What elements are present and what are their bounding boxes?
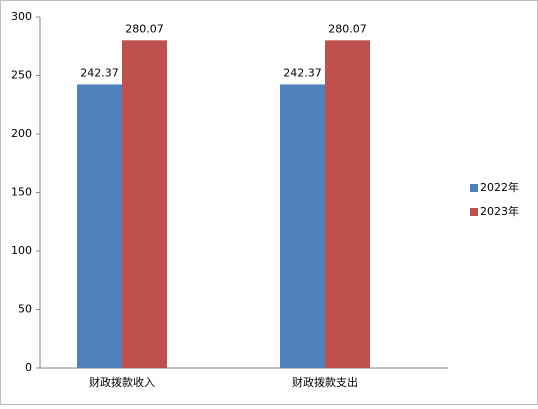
y-tick-label: 100 (11, 244, 32, 257)
legend-label: 2023年 (480, 204, 519, 218)
data-label: 280.07 (328, 22, 367, 35)
data-label: 242.37 (80, 66, 119, 79)
legend-label: 2022年 (480, 180, 519, 194)
y-tick-label: 50 (18, 303, 32, 316)
y-tick-label: 300 (11, 10, 32, 23)
bar (325, 40, 370, 368)
y-tick-label: 0 (25, 361, 32, 374)
bar (122, 40, 167, 368)
data-label: 242.37 (283, 66, 322, 79)
legend-swatch (470, 184, 478, 192)
y-tick-label: 150 (11, 186, 32, 199)
legend-swatch (470, 208, 478, 216)
bar (77, 84, 122, 369)
y-tick-label: 250 (11, 69, 32, 82)
data-label: 280.07 (125, 22, 164, 35)
x-tick-label: 财政拨款收入 (89, 375, 155, 389)
bar (280, 84, 325, 369)
y-tick-label: 200 (11, 127, 32, 140)
x-tick-label: 财政拨款支出 (292, 375, 358, 389)
